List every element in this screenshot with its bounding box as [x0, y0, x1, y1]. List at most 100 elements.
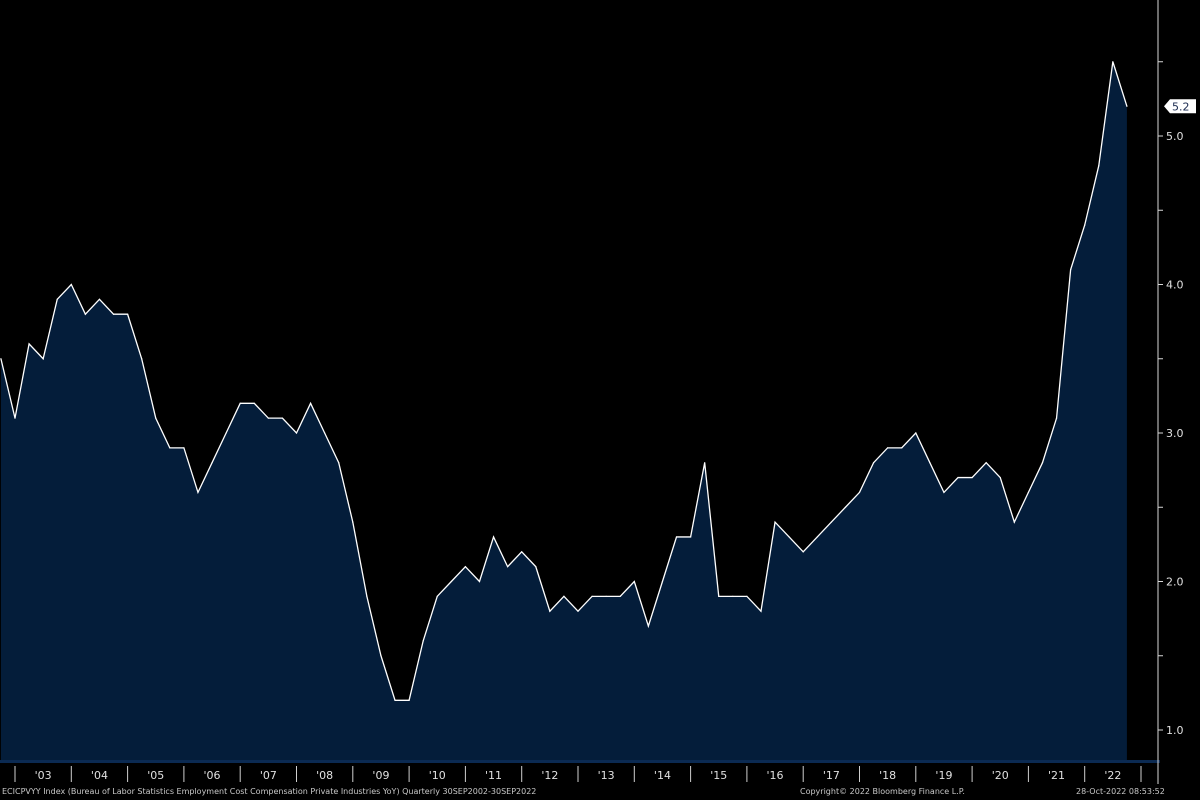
- data-point: [1112, 61, 1114, 63]
- x-tick-label: '05: [147, 769, 164, 782]
- data-point: [464, 566, 466, 568]
- data-point: [929, 462, 931, 464]
- x-tick-label: '21: [1048, 769, 1065, 782]
- data-point: [127, 313, 129, 315]
- data-point: [535, 566, 537, 568]
- data-point: [690, 536, 692, 538]
- data-point: [112, 313, 115, 315]
- data-point: [436, 595, 438, 597]
- data-point: [253, 402, 255, 404]
- data-point: [28, 343, 30, 345]
- data-point: [887, 447, 889, 449]
- data-point: [408, 699, 410, 701]
- data-point: [605, 595, 607, 597]
- data-point: [999, 476, 1001, 479]
- data-point: [901, 447, 903, 449]
- x-tick-label: '15: [710, 769, 727, 782]
- data-point: [1041, 462, 1044, 464]
- data-point: [633, 580, 635, 583]
- data-point: [858, 491, 861, 493]
- y-tick-label: 2.0: [1166, 576, 1184, 589]
- data-point: [830, 521, 832, 523]
- x-tick-label: '13: [598, 769, 615, 782]
- data-point: [183, 447, 185, 449]
- data-point: [1084, 224, 1086, 226]
- data-point: [563, 595, 565, 597]
- data-point: [507, 566, 509, 568]
- y-tick-label: 5.0: [1166, 130, 1184, 143]
- data-point: [943, 491, 945, 493]
- data-point: [760, 610, 762, 612]
- x-axis-band: [0, 760, 1160, 763]
- x-tick-label: '12: [541, 769, 558, 782]
- x-tick-label: '14: [654, 769, 671, 782]
- x-tick-label: '11: [485, 769, 502, 782]
- data-point: [816, 536, 818, 538]
- data-point: [352, 521, 354, 523]
- x-tick-label: '07: [260, 769, 277, 782]
- data-point: [155, 417, 157, 419]
- data-point: [732, 595, 734, 597]
- timestamp: 28-Oct-2022 08:53:52: [1076, 787, 1165, 796]
- data-point: [225, 432, 227, 434]
- area-fill: [0, 61, 1127, 763]
- data-point: [521, 551, 523, 553]
- data-point: [211, 462, 213, 464]
- y-tick-label: 1.0: [1166, 724, 1184, 737]
- y-tick-label: 4.0: [1166, 279, 1184, 292]
- data-point: [309, 402, 312, 404]
- data-point: [577, 610, 579, 612]
- data-point: [971, 476, 973, 479]
- series-description: ECICPVYY Index (Bureau of Labor Statisti…: [2, 787, 537, 796]
- data-point: [619, 595, 621, 597]
- data-point: [1098, 165, 1100, 167]
- copyright-notice: Copyright© 2022 Bloomberg Finance L.P.: [800, 787, 965, 796]
- data-point: [394, 699, 396, 701]
- data-point: [549, 610, 551, 612]
- data-point: [647, 625, 649, 627]
- data-point: [0, 358, 2, 360]
- data-point: [915, 432, 917, 434]
- data-point: [661, 580, 664, 583]
- data-point: [338, 462, 340, 464]
- data-point: [957, 476, 959, 479]
- data-point: [14, 417, 16, 419]
- data-point: [1055, 417, 1058, 419]
- data-point: [746, 595, 748, 597]
- data-point: [42, 358, 44, 360]
- y-tick-label: 3.0: [1166, 427, 1184, 440]
- data-point: [366, 595, 368, 597]
- data-point: [872, 462, 875, 464]
- data-point: [675, 536, 678, 538]
- data-point: [295, 432, 298, 434]
- data-point: [197, 491, 199, 493]
- data-point: [1070, 269, 1072, 271]
- last-value-callout: [1164, 99, 1196, 114]
- data-point: [380, 655, 382, 657]
- x-tick-label: '19: [935, 769, 952, 782]
- x-tick-label: '08: [316, 769, 333, 782]
- x-tick-label: '17: [823, 769, 840, 782]
- data-point: [281, 417, 284, 419]
- data-point: [169, 447, 171, 449]
- x-tick-label: '18: [879, 769, 896, 782]
- data-point: [788, 536, 790, 538]
- x-tick-label: '16: [767, 769, 784, 782]
- x-tick-label: '10: [429, 769, 446, 782]
- data-point: [1013, 521, 1015, 523]
- data-point: [774, 521, 776, 523]
- data-point: [802, 551, 804, 553]
- data-point: [450, 580, 452, 583]
- x-tick-label: '20: [992, 769, 1009, 782]
- data-point: [267, 417, 269, 419]
- x-tick-label: '22: [1104, 769, 1121, 782]
- data-point: [84, 313, 86, 315]
- data-point: [844, 506, 847, 508]
- data-point: [56, 298, 58, 300]
- data-point: [422, 640, 424, 642]
- data-point: [985, 462, 987, 464]
- data-point: [591, 595, 593, 597]
- last-value-label: 5.2: [1172, 100, 1190, 113]
- x-tick-label: '03: [35, 769, 52, 782]
